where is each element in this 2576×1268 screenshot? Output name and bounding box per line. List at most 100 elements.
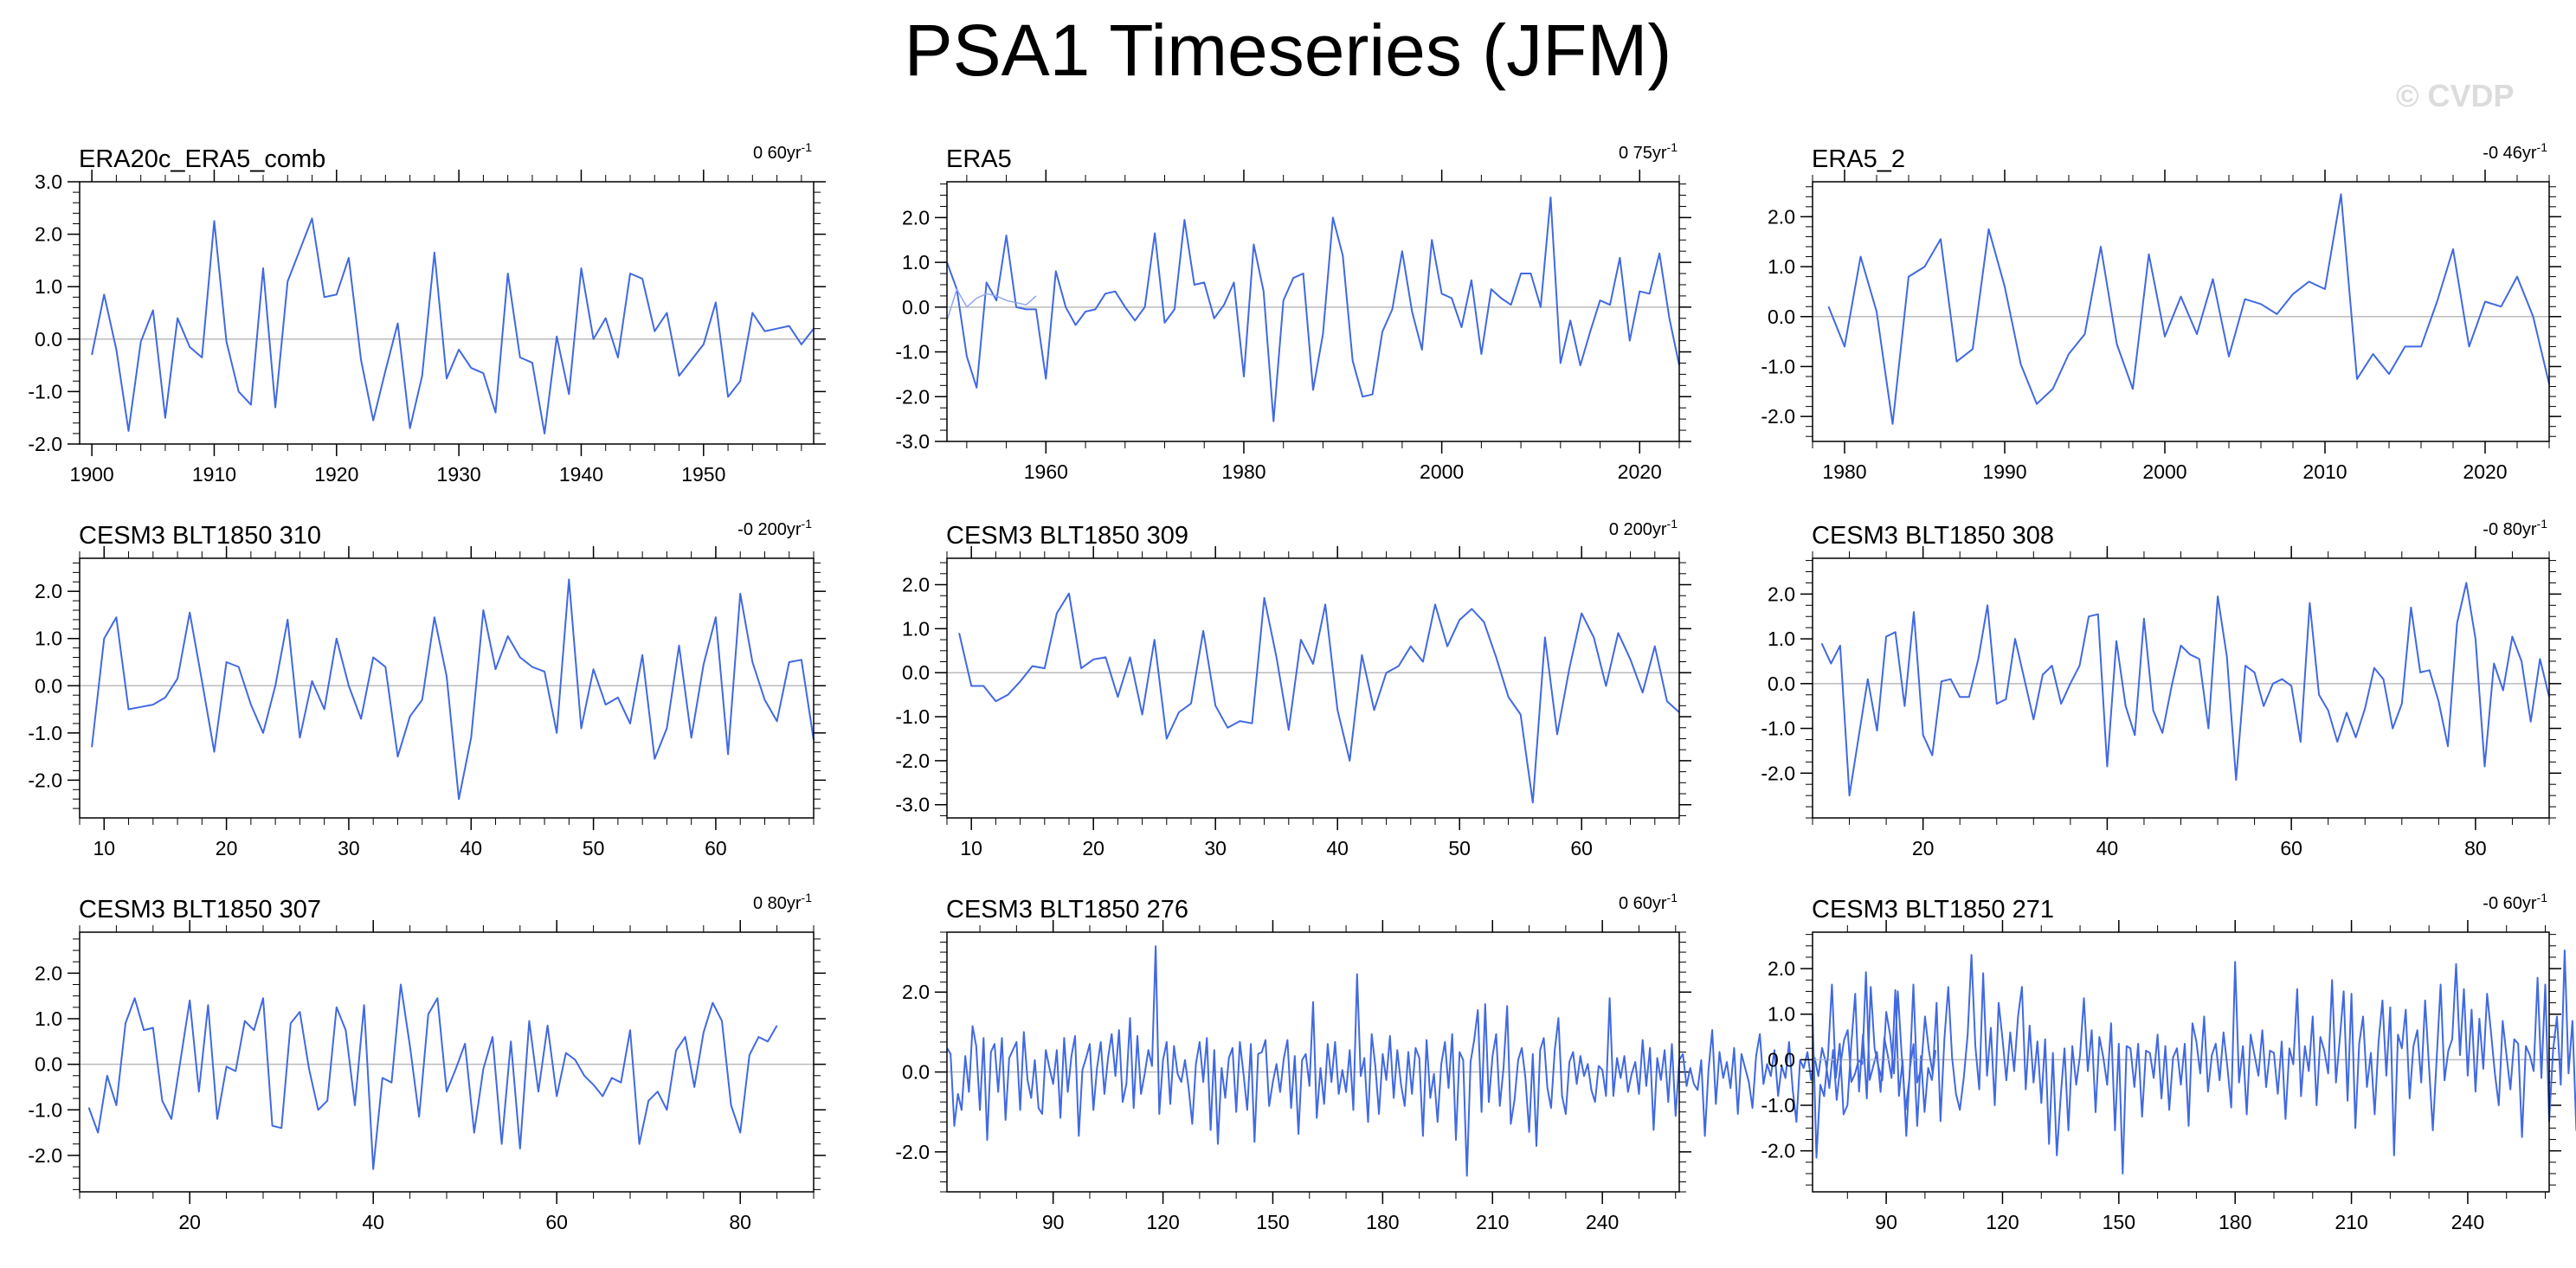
y-tick-label: 0.0 [35,674,62,697]
x-tick-label: 60 [1570,837,1593,859]
trend-label: 0 75yr-1 [1619,140,1678,163]
x-tick-label: 2020 [2463,460,2507,483]
series-line [1827,193,2550,425]
y-tick-label: 0.0 [1768,1048,1795,1071]
trend-label: 0 200yr-1 [1609,517,1678,539]
y-tick-label: 1.0 [35,628,62,650]
y-tick-label: 0.0 [35,1053,62,1076]
chart-panel: CESM3 BLT1850 309 0 200yr-1 2.0 1.0 0.0 -1.0 -… [895,517,1691,859]
x-tick-label: 180 [1366,1211,1399,1233]
y-tick-label: -2.0 [895,750,930,772]
plot-frame [1812,931,2550,1193]
x-tick-label: 1980 [1221,460,1265,483]
chart-panel: ERA20c_ERA5_comb 0 60yr-1 3.0 2.0 1.0 0.0 -1.0… [28,140,826,486]
y-tick-label: 0.0 [35,328,62,351]
y-tick-label: 2.0 [902,574,930,596]
x-tick-label: 90 [1875,1211,1897,1233]
y-tick-label: 3.0 [35,171,62,193]
y-tick-label: 2.0 [35,962,62,984]
trend-label: -0 80yr-1 [2483,517,2547,539]
y-tick-label: -2.0 [1761,405,1795,428]
x-tick-label: 40 [1326,837,1349,859]
x-tick-label: 2000 [2142,460,2186,483]
series-line [946,288,1037,321]
x-tick-label: 2020 [1618,460,1662,483]
y-tick-label: 1.0 [902,617,930,640]
y-tick-label: -2.0 [895,385,930,408]
y-tick-label: 1.0 [1768,1003,1795,1026]
chart-title: CESM3 BLT1850 308 [1812,522,2054,550]
plot-frame [79,181,815,445]
x-tick-label: 90 [1042,1211,1065,1233]
chart-title: CESM3 BLT1850 276 [946,896,1188,924]
y-tick-label: 0.0 [902,661,930,684]
chart-panel: CESM3 BLT1850 308 -0 80yr-1 2.0 1.0 0.0 -1.0 -… [1761,517,2561,859]
chart-panel: CESM3 BLT1850 310 -0 200yr-1 2.0 1.0 0.0 -1.0… [28,517,826,859]
y-tick-label: -1.0 [28,1098,62,1121]
trend-label: -0 46yr-1 [2483,140,2547,163]
y-tick-label: 2.0 [1768,583,1795,605]
chart-title: ERA5_2 [1812,145,1905,173]
trend-label: -0 200yr-1 [737,517,812,539]
y-tick-label: 2.0 [1768,205,1795,228]
chart-panel: ERA5 0 75yr-1 2.0 1.0 0.0 -1.0 -2.0 -3.0 1960 198… [895,140,1691,483]
y-tick-label: 2.0 [1768,957,1795,980]
y-tick-label: -1.0 [895,341,930,364]
x-tick-label: 210 [2334,1211,2367,1233]
y-tick-label: -1.0 [1761,355,1795,377]
y-tick-label: -2.0 [28,1144,62,1167]
y-tick-label: -3.0 [895,794,930,816]
x-tick-label: 1910 [192,463,236,486]
x-tick-label: 150 [2103,1211,2135,1233]
trend-label: 0 80yr-1 [753,891,812,913]
page-title: PSA1 Timeseries (JFM) [904,10,1672,91]
x-tick-label: 1980 [1822,460,1866,483]
y-tick-label: 0.0 [1768,306,1795,328]
plot-frame [79,931,815,1193]
y-tick-label: 1.0 [35,275,62,298]
y-tick-label: -2.0 [1761,762,1795,784]
x-tick-label: 240 [2451,1211,2484,1233]
x-tick-label: 2000 [1420,460,1464,483]
y-tick-label: -1.0 [895,705,930,728]
x-tick-label: 40 [2096,837,2119,859]
y-tick-label: -3.0 [895,430,930,453]
chart-title: CESM3 BLT1850 307 [79,896,321,924]
x-tick-label: 1960 [1024,460,1068,483]
x-tick-label: 30 [338,837,360,859]
y-tick-label: -1.0 [28,380,62,402]
y-tick-label: 1.0 [1768,255,1795,278]
x-tick-label: 80 [2464,837,2487,859]
chart-title: ERA5 [946,145,1012,173]
y-tick-label: 1.0 [902,251,930,274]
plot-frame [946,181,1680,442]
series-line [946,945,1937,1177]
y-tick-label: 2.0 [902,206,930,228]
x-tick-label: 210 [1476,1211,1509,1233]
y-tick-label: -1.0 [1761,718,1795,740]
y-tick-label: 2.0 [35,580,62,602]
x-tick-label: 30 [1204,837,1227,859]
x-tick-label: 60 [705,837,727,859]
x-tick-label: 180 [2219,1211,2251,1233]
series-line [91,578,815,801]
x-tick-label: 1930 [437,463,481,486]
watermark: © CVDP [2396,78,2515,113]
x-tick-label: 60 [2280,837,2302,859]
x-tick-label: 60 [545,1211,568,1233]
trend-label: 0 60yr-1 [753,140,812,163]
chart-panel: CESM3 BLT1850 271 -0 60yr-1 2.0 1.0 0.0 -1.0 -… [1761,891,2576,1233]
y-tick-label: -2.0 [28,769,62,791]
y-tick-label: 0.0 [902,296,930,319]
y-tick-label: 2.0 [902,981,930,1003]
chart-panel: ERA5_2 -0 46yr-1 2.0 1.0 0.0 -1.0 -2.0 1980 1990… [1761,140,2561,483]
plot-frame [946,931,1680,1193]
trend-label: -0 60yr-1 [2483,891,2547,913]
x-tick-label: 1900 [70,463,114,486]
x-tick-label: 120 [1986,1211,2019,1233]
x-tick-label: 40 [362,1211,384,1233]
y-tick-label: 0.0 [1768,673,1795,695]
x-tick-label: 80 [729,1211,751,1233]
y-tick-label: 2.0 [35,223,62,246]
